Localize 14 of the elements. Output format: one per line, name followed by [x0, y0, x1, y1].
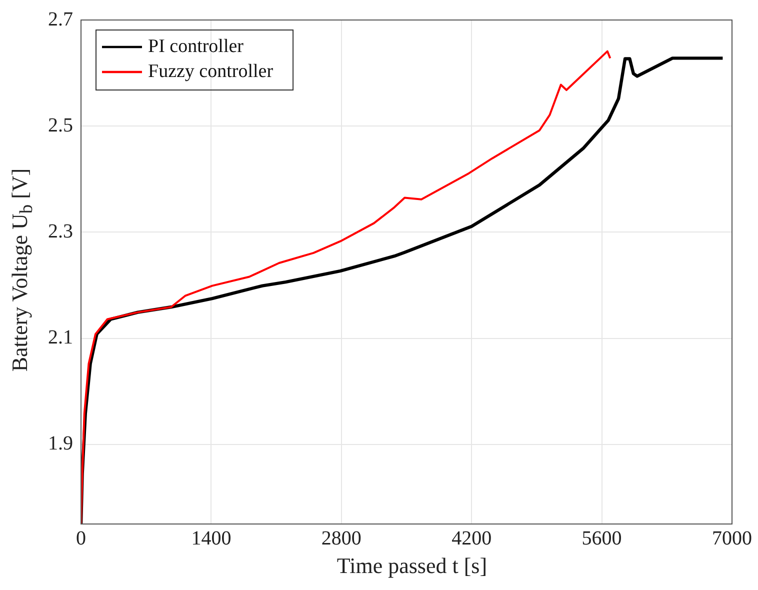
- y-tick-label: 1.9: [48, 432, 73, 455]
- x-tick-label: 4200: [452, 527, 492, 550]
- y-tick-label: 2.1: [48, 326, 73, 349]
- x-tick-label: 2800: [321, 527, 362, 550]
- y-tick-label: 2.7: [48, 8, 73, 30]
- x-tick-label: 1400: [191, 527, 232, 550]
- legend-label: PI controller: [148, 36, 244, 57]
- legend-label: Fuzzy controller: [148, 60, 274, 82]
- y-tick-label: 2.3: [48, 220, 73, 242]
- x-axis-title: Time passed t [s]: [336, 553, 488, 579]
- x-tick-label: 7000: [712, 527, 752, 550]
- x-tick-label: 0: [76, 527, 86, 550]
- y-tick-label: 2.5: [48, 114, 73, 136]
- x-tick-label: 5600: [582, 527, 622, 550]
